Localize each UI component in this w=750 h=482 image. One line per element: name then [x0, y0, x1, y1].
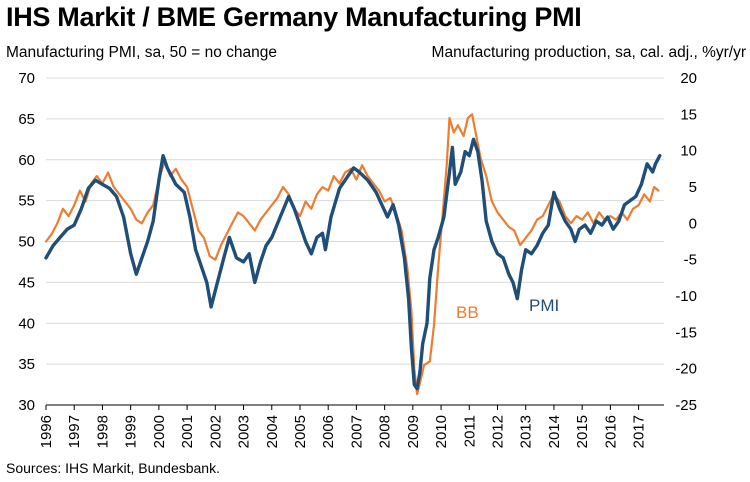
left-tick-label: 30 — [18, 397, 35, 414]
x-tick-label: 2001 — [179, 415, 196, 448]
x-tick-label: 2010 — [433, 415, 450, 448]
series-line-pmi — [44, 137, 662, 391]
left-tick-label: 60 — [18, 152, 35, 169]
x-tick-label: 2002 — [207, 415, 224, 448]
right-tick-label: 20 — [680, 70, 697, 87]
x-tick-label: 2004 — [264, 415, 281, 448]
right-axis-ticks: -25 -20 -15 -10 -5 0 5 10 15 20 — [675, 70, 697, 414]
gridlines — [46, 77, 664, 365]
right-tick-label: -15 — [675, 324, 697, 341]
right-tick-label: -25 — [675, 397, 697, 414]
x-tick-label: 1998 — [94, 415, 111, 448]
left-tick-label: 40 — [18, 315, 35, 332]
x-tick-label: 2015 — [574, 415, 591, 448]
right-tick-label: 10 — [680, 143, 697, 160]
left-tick-label: 35 — [18, 356, 35, 373]
left-tick-label: 65 — [18, 111, 35, 128]
series-label-bb: BB — [456, 303, 479, 322]
left-tick-label: 50 — [18, 234, 35, 251]
x-tick-label: 2011 — [461, 415, 478, 447]
series-layer — [44, 113, 662, 396]
x-axis-ticks: 1996 1997 1998 1999 2000 2001 2002 2003 2004 2005… — [38, 405, 648, 448]
right-axis-label: Manufacturing production, sa, cal. adj.,… — [431, 44, 746, 61]
chart-title: IHS Markit / BME Germany Manufacturing P… — [6, 2, 582, 32]
x-tick-label: 2017 — [631, 415, 648, 448]
series-line-bb — [44, 113, 660, 396]
right-tick-label: 15 — [680, 106, 697, 123]
x-tick-label: 2013 — [518, 415, 535, 448]
x-tick-label: 2006 — [320, 415, 337, 448]
left-axis-ticks: 30 35 40 45 50 55 60 65 70 — [18, 70, 35, 414]
x-tick-label: 2012 — [490, 415, 507, 448]
x-tick-label: 2000 — [151, 415, 168, 448]
right-tick-label: 0 — [689, 215, 697, 232]
left-tick-label: 70 — [18, 70, 35, 87]
x-tick-label: 1997 — [66, 415, 83, 448]
x-tick-label: 2008 — [377, 415, 394, 448]
left-tick-label: 45 — [18, 274, 35, 291]
right-tick-label: 5 — [689, 179, 697, 196]
x-tick-label: 2009 — [405, 415, 422, 448]
series-label-pmi: PMI — [529, 296, 559, 315]
x-tick-label: 2005 — [292, 415, 309, 448]
x-tick-label: 2007 — [348, 415, 365, 448]
right-tick-label: -5 — [684, 252, 697, 269]
left-tick-label: 55 — [18, 193, 35, 210]
x-tick-label: 1999 — [123, 415, 140, 448]
right-tick-label: -10 — [675, 288, 697, 305]
left-axis-label: Manufacturing PMI, sa, 50 = no change — [6, 44, 277, 61]
x-tick-label: 2014 — [546, 415, 563, 448]
x-tick-label: 2016 — [602, 415, 619, 448]
x-tick-label: 2003 — [236, 415, 253, 448]
source-note: Sources: IHS Markit, Bundesbank. — [6, 460, 220, 476]
right-tick-label: -20 — [675, 361, 697, 378]
x-tick-label: 1996 — [38, 415, 55, 448]
